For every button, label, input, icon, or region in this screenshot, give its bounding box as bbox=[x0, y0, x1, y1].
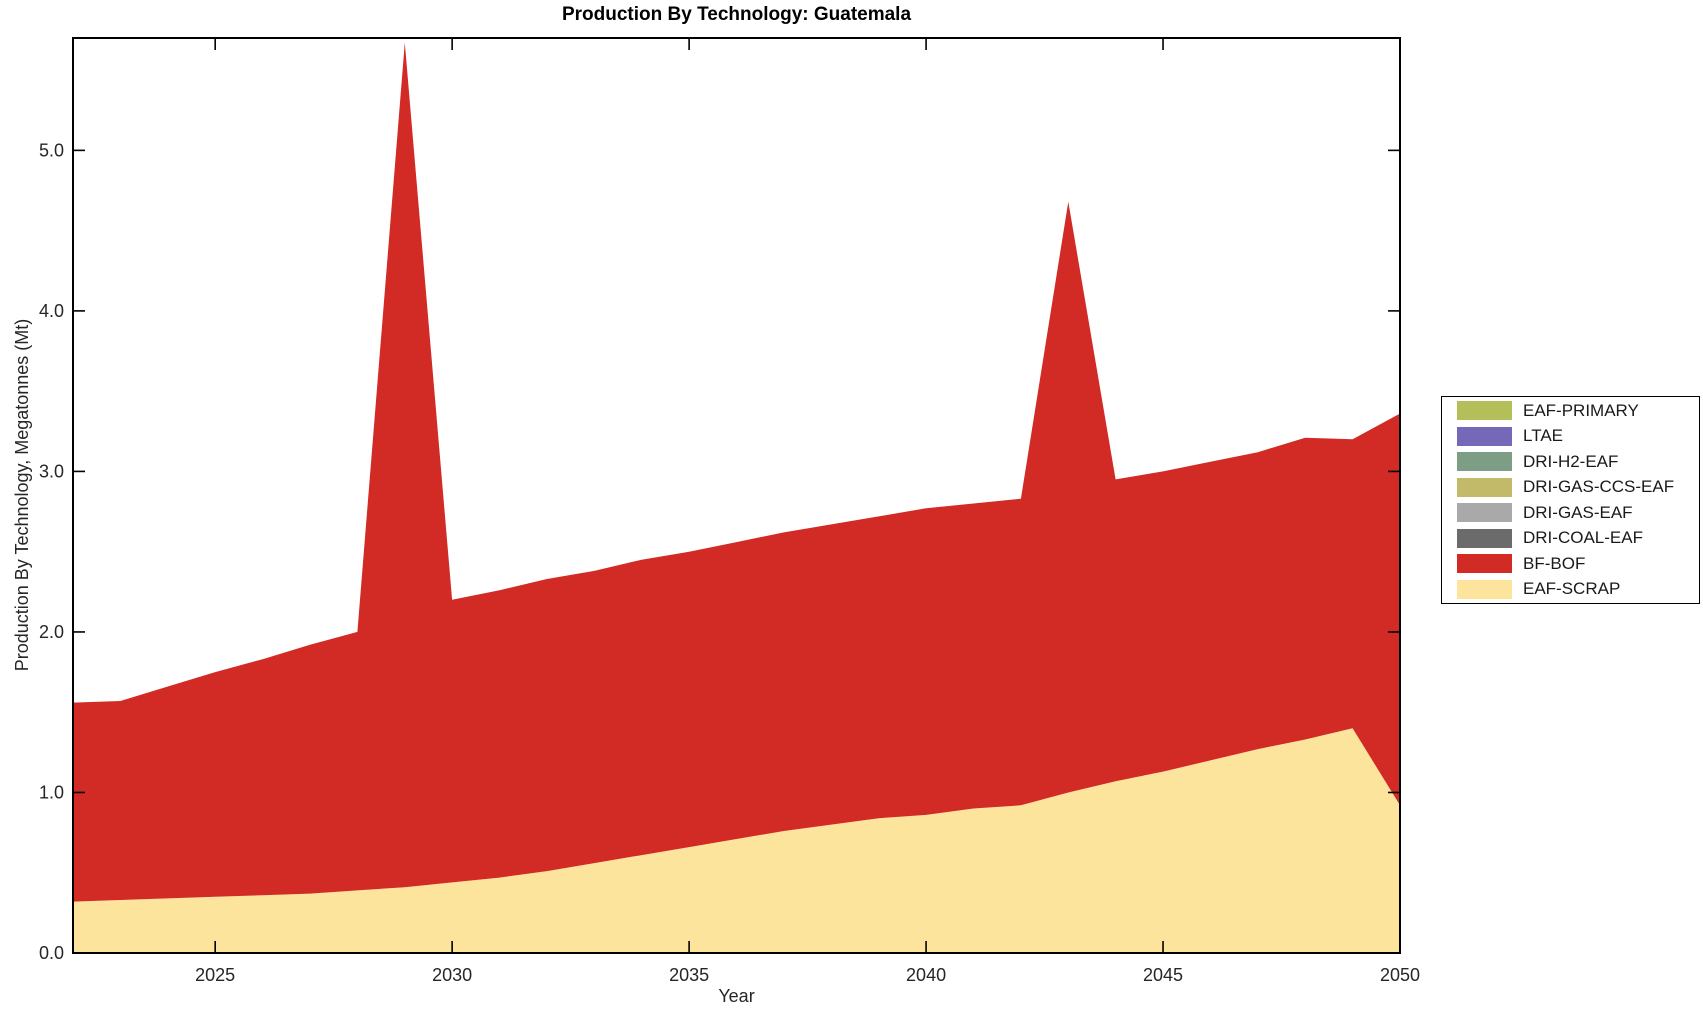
legend-item-dri-gas-eaf: DRI-GAS-EAF bbox=[1442, 501, 1699, 525]
y-tick-label: 2.0 bbox=[39, 622, 64, 642]
area-EAF-SCRAP bbox=[73, 728, 1400, 953]
legend-swatch bbox=[1457, 452, 1512, 472]
legend-item-ltae: LTAE bbox=[1442, 424, 1699, 448]
legend-label: EAF-SCRAP bbox=[1523, 579, 1621, 599]
y-tick-label: 3.0 bbox=[39, 461, 64, 481]
legend-swatch bbox=[1457, 503, 1512, 523]
x-tick-label: 2050 bbox=[1380, 965, 1420, 985]
legend-label: BF-BOF bbox=[1523, 553, 1586, 573]
plot-border bbox=[72, 37, 1401, 954]
x-axis-label: Year bbox=[718, 986, 755, 1006]
legend-swatch bbox=[1457, 528, 1512, 548]
legend-swatch bbox=[1457, 401, 1512, 421]
legend-item-bf-bof: BF-BOF bbox=[1442, 552, 1699, 576]
legend-swatch bbox=[1457, 477, 1512, 497]
legend-label: DRI-COAL-EAF bbox=[1523, 528, 1643, 548]
y-tick-label: 4.0 bbox=[39, 301, 64, 321]
x-tick-label: 2030 bbox=[432, 965, 472, 985]
legend-swatch bbox=[1457, 554, 1512, 574]
legend-item-eaf-primary: EAF-PRIMARY bbox=[1442, 399, 1699, 423]
legend-swatch bbox=[1457, 579, 1512, 599]
y-axis-label: Production By Technology, Megatonnes (Mt… bbox=[12, 318, 32, 672]
x-tick-label: 2040 bbox=[906, 965, 946, 985]
legend-item-dri-coal-eaf: DRI-COAL-EAF bbox=[1442, 526, 1699, 550]
area-BF-BOF bbox=[73, 42, 1400, 902]
x-tick-label: 2035 bbox=[669, 965, 709, 985]
legend-label: LTAE bbox=[1523, 426, 1563, 446]
x-tick-label: 2025 bbox=[195, 965, 235, 985]
legend-item-eaf-scrap: EAF-SCRAP bbox=[1442, 577, 1699, 601]
chart-title: Production By Technology: Guatemala bbox=[561, 4, 912, 25]
y-tick-label: 0.0 bbox=[39, 943, 64, 963]
y-tick-label: 5.0 bbox=[39, 140, 64, 160]
legend-label: EAF-PRIMARY bbox=[1523, 400, 1639, 420]
x-tick-label: 2045 bbox=[1143, 965, 1183, 985]
legend-label: DRI-GAS-CCS-EAF bbox=[1523, 477, 1675, 497]
legend-label: DRI-H2-EAF bbox=[1523, 451, 1619, 471]
legend: EAF-PRIMARY LTAE DRI-H2-EAF DRI-GAS-CCS-EAF… bbox=[1441, 396, 1700, 604]
legend-swatch bbox=[1457, 426, 1512, 446]
y-tick-label: 1.0 bbox=[39, 782, 64, 802]
legend-item-dri-h2-eaf: DRI-H2-EAF bbox=[1442, 450, 1699, 474]
legend-item-dri-gas-ccs-eaf: DRI-GAS-CCS-EAF bbox=[1442, 475, 1699, 499]
legend-label: DRI-GAS-EAF bbox=[1523, 502, 1633, 522]
